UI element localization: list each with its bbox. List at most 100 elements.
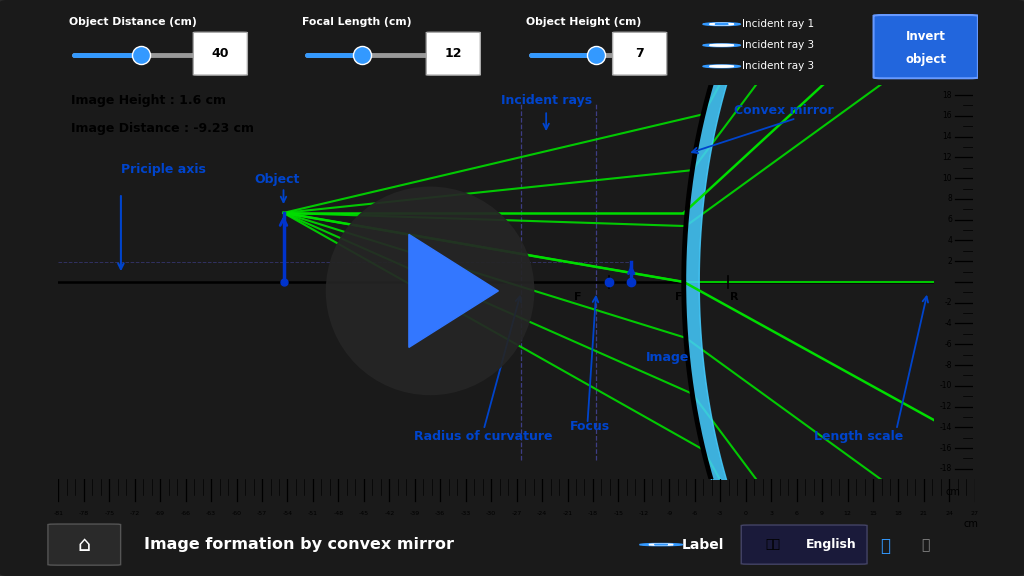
Text: ⌂: ⌂ — [78, 535, 91, 555]
Text: 16: 16 — [942, 111, 952, 120]
Text: English: English — [806, 538, 856, 551]
Text: Radius of curvature: Radius of curvature — [415, 430, 553, 443]
Text: 18: 18 — [895, 511, 902, 516]
Text: -66: -66 — [180, 511, 190, 516]
Text: Incident ray 3: Incident ray 3 — [742, 40, 814, 50]
Text: object: object — [905, 53, 946, 66]
Text: 10: 10 — [942, 173, 952, 183]
Text: Invert: Invert — [906, 31, 946, 43]
Text: -39: -39 — [410, 511, 420, 516]
Text: 24: 24 — [945, 511, 953, 516]
Text: -42: -42 — [384, 511, 394, 516]
Circle shape — [703, 44, 740, 47]
Text: Focal Length (cm): Focal Length (cm) — [302, 17, 412, 27]
Text: 14: 14 — [942, 132, 952, 141]
Text: -24: -24 — [537, 511, 547, 516]
Text: -14: -14 — [940, 423, 952, 432]
Text: Object Distance (cm): Object Distance (cm) — [70, 17, 198, 27]
Text: 6: 6 — [795, 511, 799, 516]
Text: -78: -78 — [79, 511, 89, 516]
Text: R: R — [729, 291, 738, 302]
Text: -33: -33 — [461, 511, 471, 516]
Text: 12: 12 — [444, 47, 462, 60]
Text: -12: -12 — [940, 402, 952, 411]
Text: -6: -6 — [944, 340, 952, 348]
Polygon shape — [409, 234, 499, 347]
Circle shape — [715, 24, 728, 25]
Text: 18: 18 — [943, 90, 952, 100]
Text: -75: -75 — [104, 511, 115, 516]
Circle shape — [654, 544, 668, 545]
Text: 15: 15 — [869, 511, 877, 516]
Text: Label: Label — [682, 537, 724, 552]
Text: -81: -81 — [53, 511, 63, 516]
Text: -9: -9 — [667, 511, 673, 516]
Text: 12: 12 — [943, 153, 952, 162]
Circle shape — [710, 23, 734, 25]
Circle shape — [710, 44, 734, 46]
Text: 4: 4 — [947, 236, 952, 245]
FancyBboxPatch shape — [48, 524, 121, 565]
Text: -3: -3 — [717, 511, 723, 516]
Text: cm: cm — [946, 487, 961, 497]
Circle shape — [649, 544, 673, 545]
FancyBboxPatch shape — [873, 15, 978, 78]
Text: -54: -54 — [283, 511, 293, 516]
Text: Image Distance : -9.23 cm: Image Distance : -9.23 cm — [71, 122, 254, 135]
Text: -15: -15 — [613, 511, 624, 516]
Text: Priciple axis: Priciple axis — [121, 164, 206, 176]
Text: Image Height : 1.6 cm: Image Height : 1.6 cm — [71, 94, 226, 107]
FancyBboxPatch shape — [741, 525, 867, 564]
Text: 8: 8 — [947, 194, 952, 203]
Text: 3: 3 — [769, 511, 773, 516]
Text: Incident rays: Incident rays — [501, 94, 592, 107]
Text: -60: -60 — [231, 511, 242, 516]
Text: -51: -51 — [308, 511, 317, 516]
Text: -72: -72 — [130, 511, 140, 516]
Text: 🇬🇧: 🇬🇧 — [766, 538, 780, 551]
Circle shape — [710, 66, 734, 67]
Text: 9: 9 — [820, 511, 824, 516]
Circle shape — [327, 187, 534, 395]
Text: -30: -30 — [486, 511, 497, 516]
Circle shape — [640, 544, 683, 545]
Text: -12: -12 — [639, 511, 649, 516]
FancyBboxPatch shape — [194, 32, 248, 75]
Text: -69: -69 — [156, 511, 165, 516]
Text: -10: -10 — [940, 381, 952, 391]
Text: -63: -63 — [206, 511, 216, 516]
Text: Convex mirror: Convex mirror — [734, 104, 834, 118]
Text: Focus: Focus — [570, 420, 610, 433]
Text: -18: -18 — [940, 464, 952, 473]
Text: Image formation by convex mirror: Image formation by convex mirror — [144, 537, 454, 552]
Text: -2: -2 — [945, 298, 952, 307]
Text: cm: cm — [964, 519, 978, 529]
Text: -45: -45 — [358, 511, 369, 516]
Text: Length scale: Length scale — [814, 430, 903, 443]
Text: 6: 6 — [947, 215, 952, 224]
Text: 0: 0 — [743, 511, 748, 516]
Text: Object Height (cm): Object Height (cm) — [526, 17, 641, 27]
Text: -16: -16 — [940, 444, 952, 453]
Text: -57: -57 — [257, 511, 267, 516]
Text: -8: -8 — [945, 361, 952, 370]
Text: 2: 2 — [947, 257, 952, 266]
Text: F: F — [573, 291, 582, 302]
Text: -27: -27 — [511, 511, 522, 516]
Circle shape — [703, 23, 740, 25]
Text: -18: -18 — [588, 511, 598, 516]
Text: 7: 7 — [635, 47, 644, 60]
Text: -48: -48 — [334, 511, 343, 516]
Text: 27: 27 — [971, 511, 979, 516]
Text: -21: -21 — [562, 511, 572, 516]
Text: -4: -4 — [944, 319, 952, 328]
Text: Incident ray 3: Incident ray 3 — [742, 61, 814, 71]
Text: -6: -6 — [692, 511, 698, 516]
Text: Object: Object — [255, 173, 300, 186]
Circle shape — [703, 65, 740, 68]
Text: ⏺: ⏺ — [922, 539, 930, 552]
Text: F: F — [675, 291, 682, 302]
Text: 12: 12 — [844, 511, 852, 516]
FancyBboxPatch shape — [426, 32, 480, 75]
Text: Image: Image — [646, 351, 689, 364]
